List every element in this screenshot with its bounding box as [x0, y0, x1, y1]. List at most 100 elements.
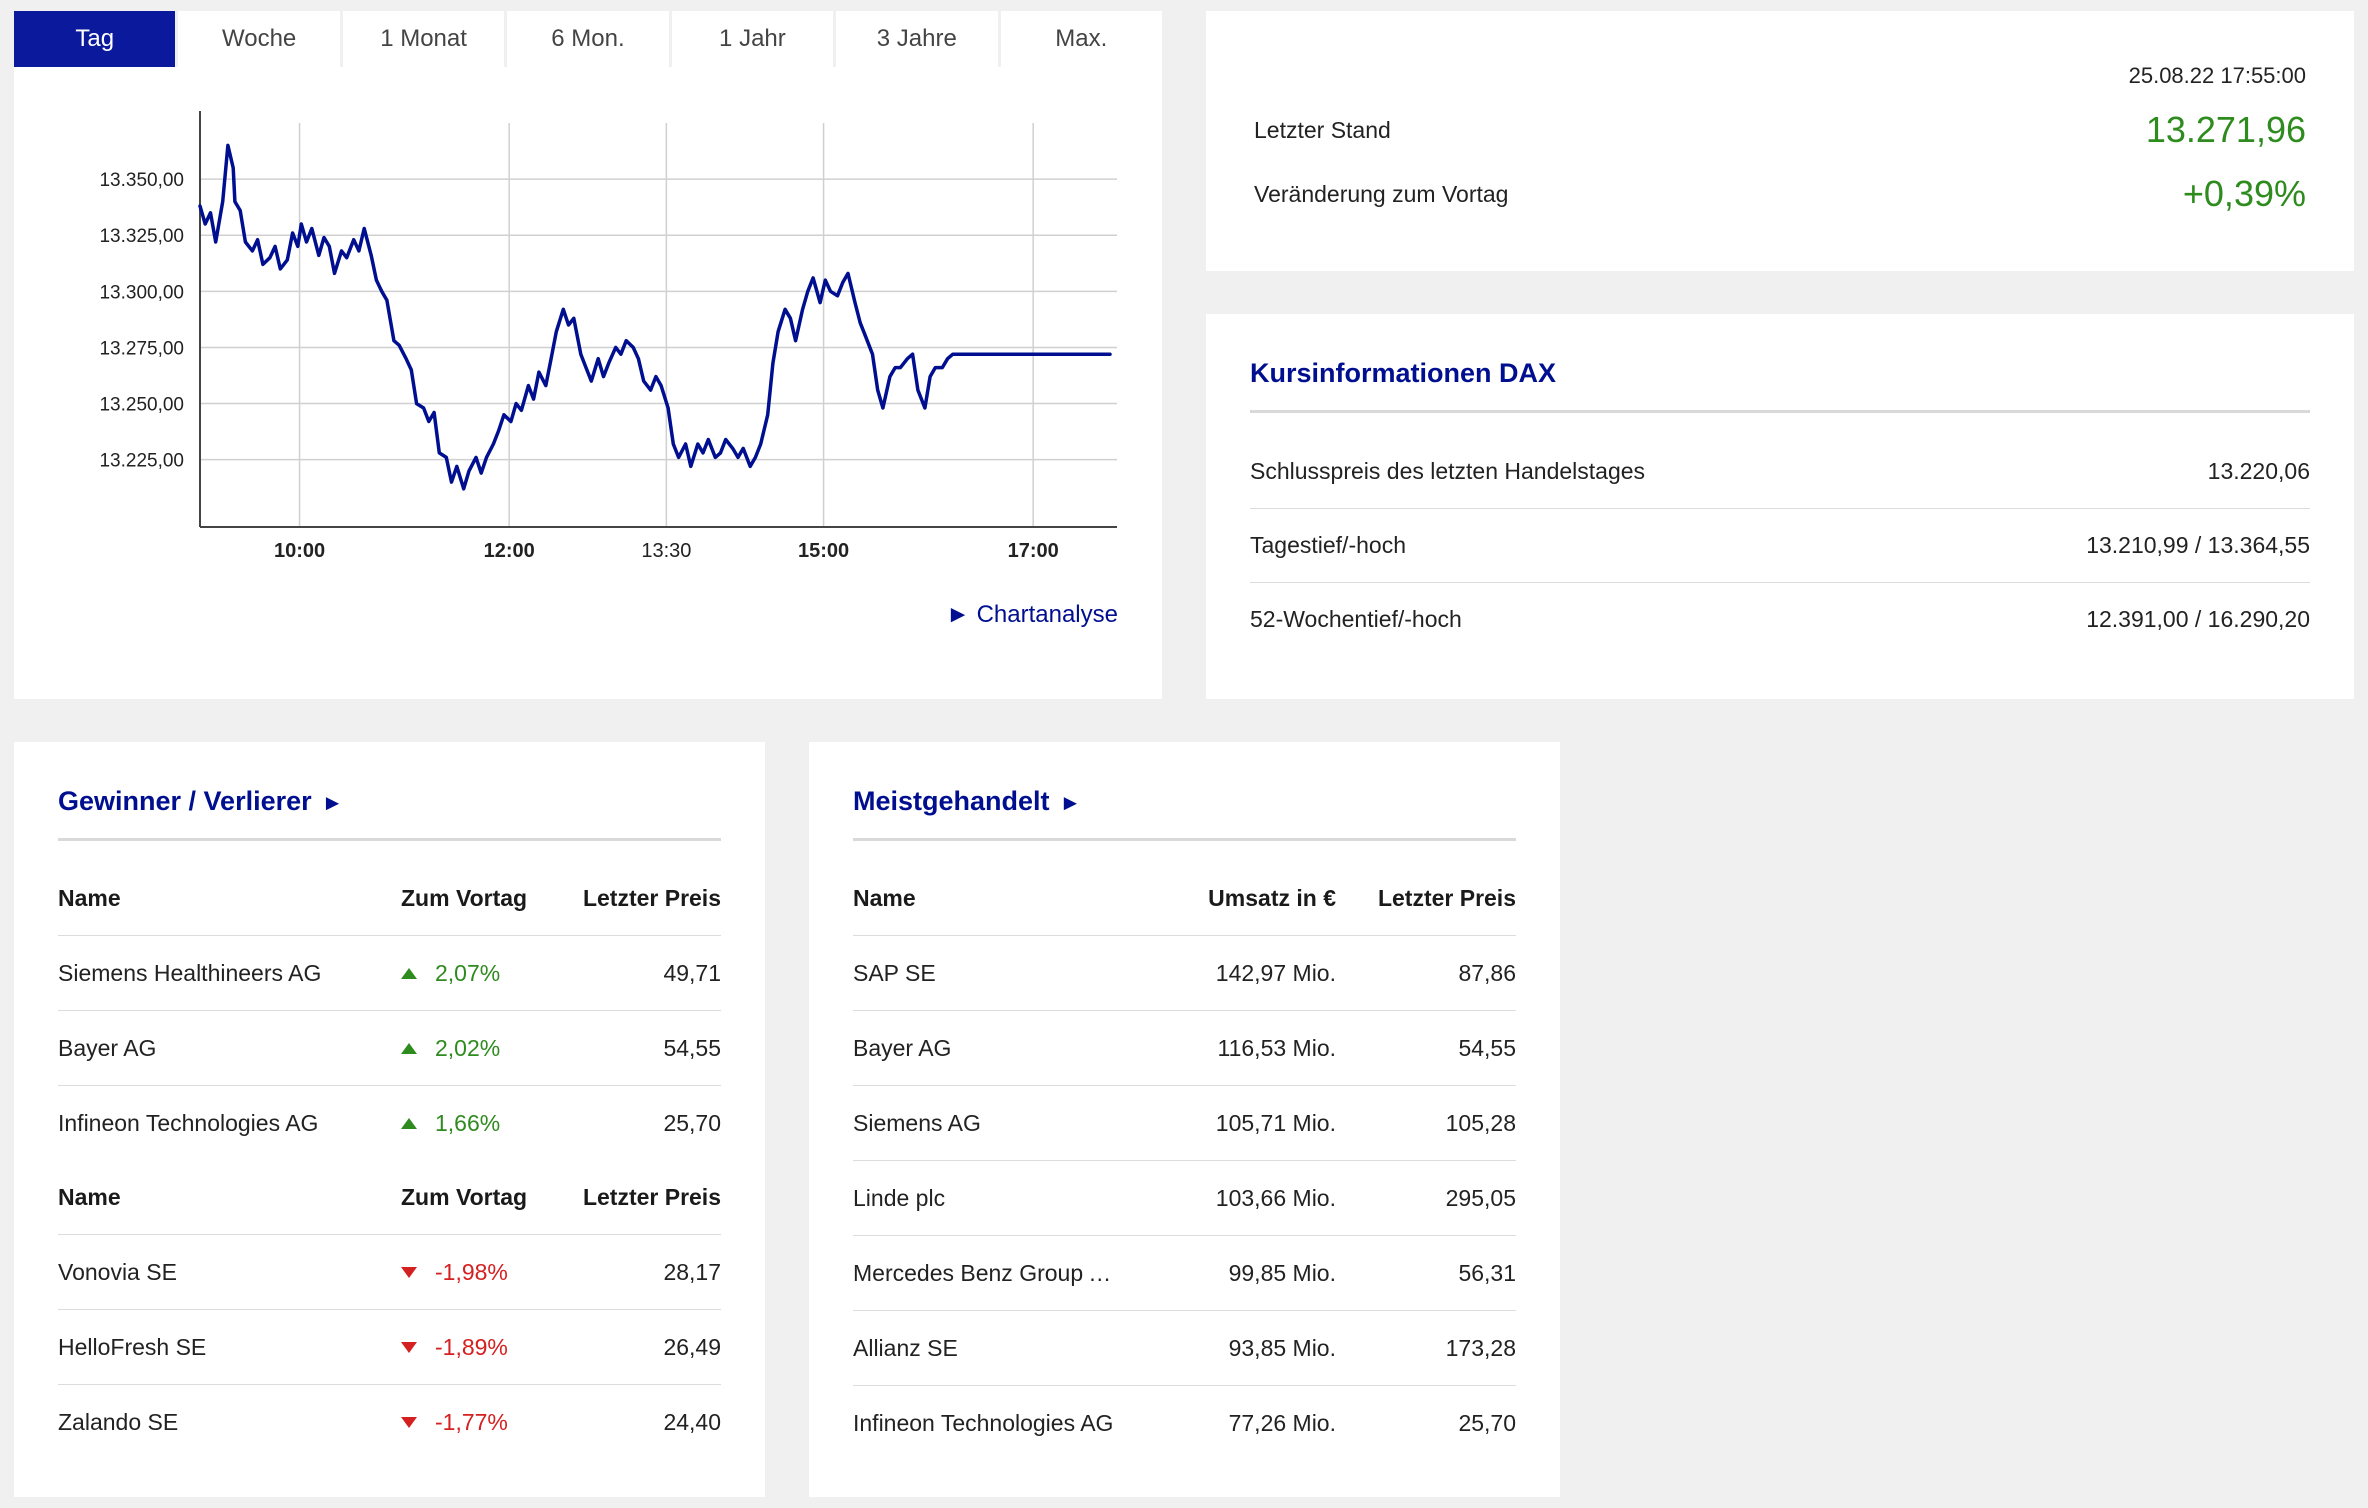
stock-price: 24,40: [663, 1408, 721, 1435]
stock-volume: 77,26 Mio.: [1228, 1409, 1336, 1436]
col-name: Name: [853, 884, 916, 911]
title-divider: [58, 838, 721, 841]
stock-price: 295,05: [1445, 1184, 1516, 1211]
col-umsatz: Umsatz in €: [1208, 884, 1336, 911]
table-row[interactable]: Infineon Technologies AG 1,66% 25,70: [58, 1086, 721, 1160]
tab-6-mon[interactable]: 6 Mon.: [507, 11, 669, 67]
stock-name: Zalando SE: [58, 1408, 179, 1435]
stock-price: 26,49: [663, 1333, 721, 1360]
table-header: Name Zum Vortag Letzter Preis: [58, 861, 721, 936]
info-label: Tagestief/-hoch: [1250, 532, 1406, 558]
chart-panel: Tag Woche 1 Monat 6 Mon. 1 Jahr 3 Jahre …: [14, 11, 1162, 699]
triangle-up-icon: [401, 967, 417, 979]
gewinner-verlierer-title-link[interactable]: Gewinner / Verlierer ►: [58, 786, 343, 817]
stock-change: -1,89%: [401, 1334, 581, 1361]
kursinfo-title: Kursinformationen DAX: [1250, 358, 1557, 388]
stock-price: 173,28: [1445, 1334, 1516, 1361]
table-row[interactable]: Allianz SE 93,85 Mio. 173,28: [853, 1311, 1516, 1386]
stock-volume: 99,85 Mio.: [1228, 1259, 1336, 1286]
gewinner-verlierer-title: Gewinner / Verlierer: [58, 786, 312, 816]
stock-change: -1,77%: [401, 1409, 581, 1436]
stock-price: 49,71: [663, 959, 721, 986]
table-row[interactable]: Bayer AG 2,02% 54,55: [58, 1011, 721, 1086]
stock-price: 87,86: [1458, 959, 1516, 986]
table-row[interactable]: Bayer AG 116,53 Mio. 54,55: [853, 1011, 1516, 1086]
meistgehandelt-table: Name Umsatz in € Letzter Preis SAP SE 14…: [853, 861, 1516, 1460]
table-row[interactable]: HelloFresh SE -1,89% 26,49: [58, 1310, 721, 1385]
tab-tag[interactable]: Tag: [14, 11, 176, 67]
change-label: Veränderung zum Vortag: [1254, 180, 1509, 207]
stock-change: -1,98%: [401, 1259, 581, 1286]
change-text: 2,07%: [435, 959, 501, 986]
stock-name: Siemens Healthineers AG: [58, 959, 322, 986]
stock-volume: 103,66 Mio.: [1215, 1184, 1336, 1211]
quote-timestamp: 25.08.22 17:55:00: [2128, 63, 2306, 88]
stock-change: 2,07%: [401, 960, 581, 987]
triangle-right-icon: ►: [321, 790, 344, 815]
info-value: 13.220,06: [2207, 458, 2310, 484]
stock-volume: 93,85 Mio.: [1228, 1334, 1336, 1361]
stock-price: 25,70: [1458, 1409, 1516, 1436]
stock-name: SAP SE: [853, 959, 936, 986]
last-price-value: 13.271,96: [2145, 109, 2306, 150]
table-header: Name Zum Vortag Letzter Preis: [58, 1160, 721, 1235]
info-row-tagestief: Tagestief/-hoch 13.210,99 / 13.364,55: [1250, 509, 2310, 583]
intraday-line-chart[interactable]: 13.350,00 13.325,00 13.300,00 13.275,00 13.2…: [14, 67, 1162, 567]
table-row[interactable]: Linde plc 103,66 Mio. 295,05: [853, 1161, 1516, 1236]
col-name: Name: [58, 884, 121, 911]
title-divider: [853, 838, 1516, 841]
y-tick-label: 13.300,00: [99, 282, 184, 303]
triangle-up-icon: [401, 1042, 417, 1054]
tab-1-monat[interactable]: 1 Monat: [342, 11, 505, 67]
stock-name: Infineon Technologies AG: [58, 1109, 319, 1136]
table-row[interactable]: Siemens Healthineers AG 2,07% 49,71: [58, 936, 721, 1011]
col-letzter-preis: Letzter Preis: [582, 884, 721, 911]
table-row[interactable]: Siemens AG 105,71 Mio. 105,28: [853, 1086, 1516, 1161]
tab-woche[interactable]: Woche: [178, 11, 340, 67]
table-row[interactable]: SAP SE 142,97 Mio. 87,86: [853, 936, 1516, 1011]
col-zum-vortag: Zum Vortag: [401, 1183, 528, 1210]
y-tick-label: 13.225,00: [99, 451, 184, 472]
triangle-up-icon: [401, 1117, 417, 1129]
quote-panel: 25.08.22 17:55:00 Letzter Stand 13.271,9…: [1206, 11, 2354, 271]
stock-name: Bayer AG: [58, 1034, 157, 1061]
stock-change: 2,02%: [401, 1035, 581, 1062]
change-text: -1,89%: [435, 1333, 508, 1360]
tab-1-jahr[interactable]: 1 Jahr: [671, 11, 834, 67]
x-tick-label: 12:00: [484, 540, 535, 562]
chartanalyse-link[interactable]: ► Chartanalyse: [946, 601, 1118, 628]
stock-name: Mercedes Benz Group AG…: [853, 1259, 1126, 1286]
stock-price: 28,17: [663, 1258, 721, 1285]
stock-price: 56,31: [1458, 1259, 1516, 1286]
last-price-row: Letzter Stand 13.271,96: [1254, 109, 2306, 151]
y-tick-label: 13.275,00: [99, 338, 184, 359]
last-price-label: Letzter Stand: [1254, 116, 1391, 143]
x-tick-label: 17:00: [1008, 540, 1059, 562]
info-row-52-wochen: 52-Wochentief/-hoch 12.391,00 / 16.290,2…: [1250, 583, 2310, 656]
table-row[interactable]: Vonovia SE -1,98% 28,17: [58, 1235, 721, 1310]
tab-max[interactable]: Max.: [1000, 11, 1162, 67]
table-row[interactable]: Infineon Technologies AG 77,26 Mio. 25,7…: [853, 1386, 1516, 1460]
stock-name: Siemens AG: [853, 1109, 981, 1136]
change-value: +0,39%: [2182, 173, 2306, 214]
stock-change: 1,66%: [401, 1110, 581, 1137]
tab-3-jahre[interactable]: 3 Jahre: [836, 11, 998, 67]
table-row[interactable]: Zalando SE -1,77% 24,40: [58, 1385, 721, 1459]
stock-volume: 105,71 Mio.: [1215, 1109, 1336, 1136]
change-text: -1,77%: [435, 1408, 508, 1435]
period-tabs: Tag Woche 1 Monat 6 Mon. 1 Jahr 3 Jahre …: [14, 11, 1162, 67]
change-row: Veränderung zum Vortag +0,39%: [1254, 173, 2306, 215]
col-zum-vortag: Zum Vortag: [401, 884, 528, 911]
stock-price: 25,70: [663, 1109, 721, 1136]
x-tick-label: 15:00: [798, 540, 849, 562]
info-label: 52-Wochentief/-hoch: [1250, 606, 1462, 632]
meistgehandelt-title-link[interactable]: Meistgehandelt ►: [853, 786, 1081, 817]
price-series-line: [198, 143, 1112, 491]
table-row[interactable]: Mercedes Benz Group AG… 99,85 Mio. 56,31: [853, 1236, 1516, 1311]
info-label: Schlusspreis des letzten Handelstages: [1250, 458, 1646, 484]
stock-name: Allianz SE: [853, 1334, 958, 1361]
y-tick-label: 13.250,00: [99, 395, 184, 416]
col-name: Name: [58, 1183, 121, 1210]
table-header: Name Umsatz in € Letzter Preis: [853, 861, 1516, 936]
change-text: -1,98%: [435, 1258, 508, 1285]
